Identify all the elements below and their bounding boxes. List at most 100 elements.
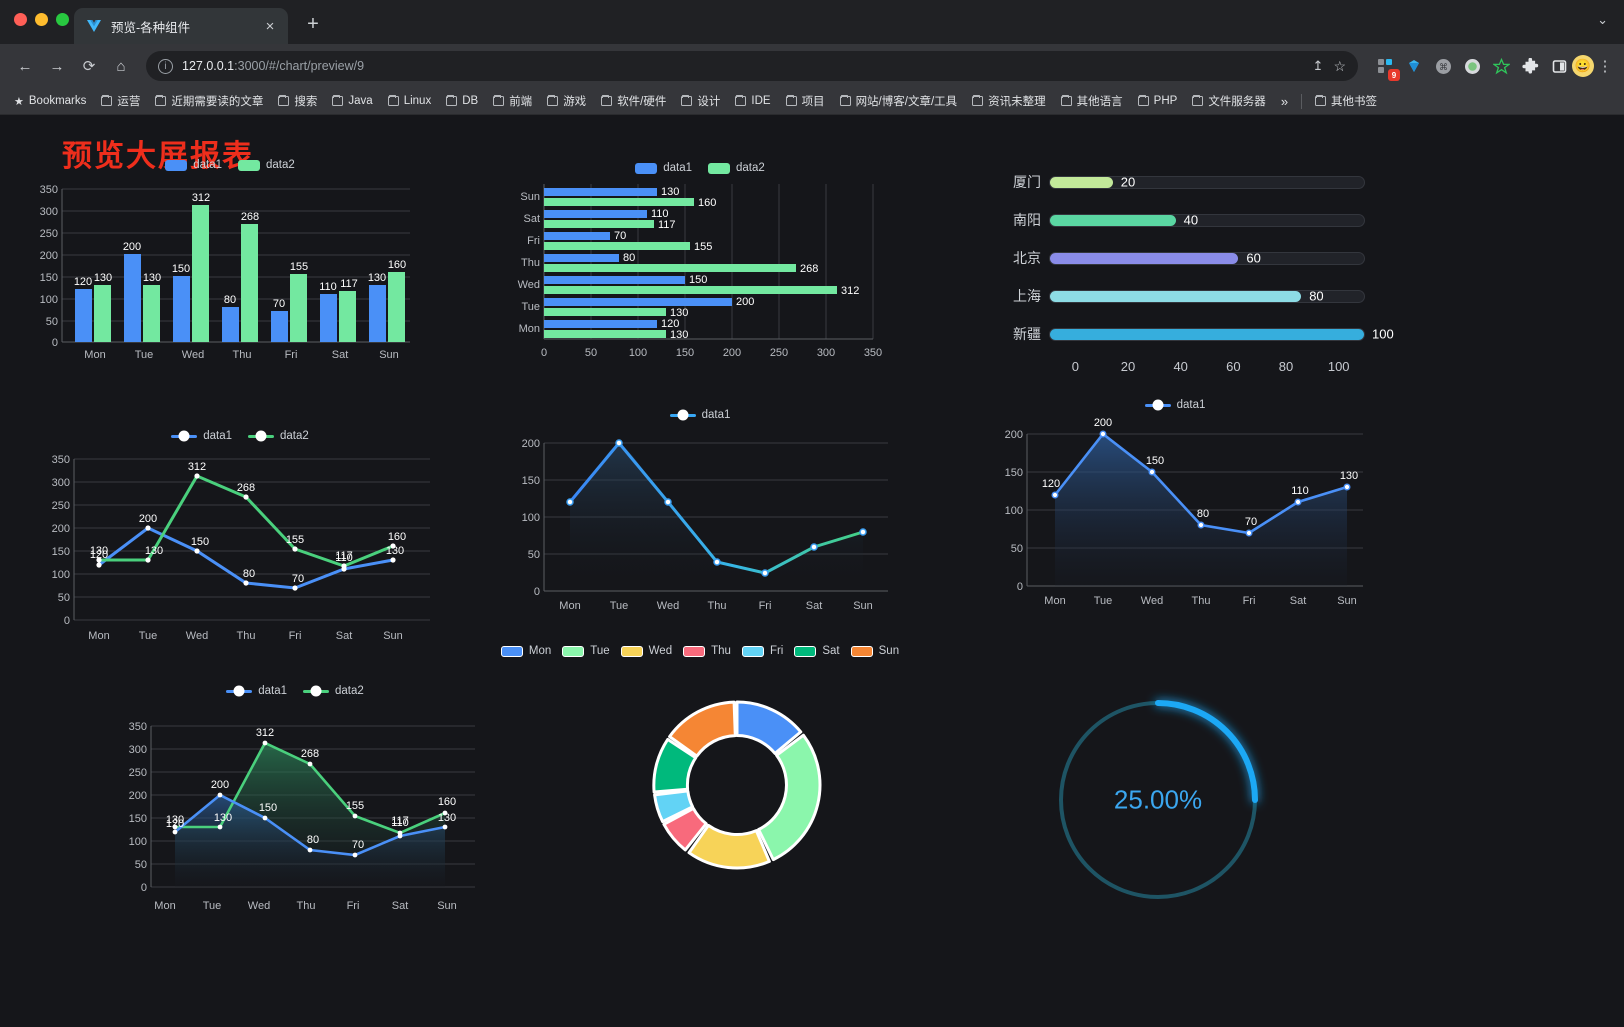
browser-menu-icon[interactable]: ⋮ <box>1597 58 1613 75</box>
bookmark-folder-7[interactable]: 前端 <box>487 91 538 111</box>
diamond-icon[interactable] <box>1403 55 1425 77</box>
pie-slice-sat[interactable] <box>652 737 698 794</box>
legend-swatch <box>741 645 764 657</box>
svg-text:150: 150 <box>1005 467 1023 479</box>
folder-icon <box>1060 94 1072 106</box>
chevron-down-icon[interactable]: ⌄ <box>1597 12 1608 27</box>
bookmark-folder-1[interactable]: 运营 <box>95 91 146 111</box>
puzzle-icon[interactable] <box>1519 55 1541 77</box>
legend-item-data2[interactable]: data2 <box>238 159 295 171</box>
legend-item-data1[interactable]: data1 <box>165 159 222 171</box>
legend-swatch <box>500 645 523 657</box>
svg-text:Fri: Fri <box>527 235 540 247</box>
series-points[interactable] <box>172 740 448 858</box>
bookmark-item-bookmarks[interactable]: ★ Bookmarks <box>8 93 92 110</box>
command-icon[interactable]: ⌘ <box>1432 55 1454 77</box>
legend-item-fri[interactable]: Fri <box>741 645 783 657</box>
sidepanel-icon[interactable] <box>1548 55 1570 77</box>
axis-tick: 80 <box>1278 359 1294 374</box>
legend-item-data1[interactable]: data1 <box>635 162 692 174</box>
bookmark-folder-17[interactable]: 文件服务器 <box>1186 91 1272 111</box>
circle-icon[interactable] <box>1461 55 1483 77</box>
legend-item-thu[interactable]: Thu <box>683 645 731 657</box>
folder-icon <box>446 94 458 106</box>
legend-item-data2[interactable]: data2 <box>303 685 364 697</box>
other-bookmarks-folder[interactable]: 其他书签 <box>1309 91 1383 111</box>
series-points[interactable] <box>1051 430 1351 537</box>
bookmark-folder-13[interactable]: 网站/博客/文章/工具 <box>834 91 964 111</box>
legend-swatch <box>708 162 730 174</box>
legend-item-data1[interactable]: data1 <box>1144 399 1205 411</box>
bars[interactable] <box>75 205 405 342</box>
svg-text:150: 150 <box>522 475 540 487</box>
close-window-button[interactable] <box>14 13 27 26</box>
bookmark-folder-16[interactable]: PHP <box>1132 93 1184 109</box>
browser-tab[interactable]: 预览-各种组件 × <box>74 8 288 44</box>
bookmark-folder-4[interactable]: Java <box>326 93 378 109</box>
axis-tick: 40 <box>1173 359 1188 374</box>
donut-plot[interactable] <box>500 657 900 902</box>
bookmark-folder-15[interactable]: 其他语言 <box>1055 91 1129 111</box>
bookmark-folder-8[interactable]: 游戏 <box>541 91 592 111</box>
legend-item-tue[interactable]: Tue <box>562 645 610 657</box>
legend-item-data2[interactable]: data2 <box>708 162 765 174</box>
maximize-window-button[interactable] <box>56 13 69 26</box>
bookmark-folder-5[interactable]: Linux <box>382 93 438 109</box>
bookmark-folder-3[interactable]: 搜索 <box>272 91 323 111</box>
svg-text:300: 300 <box>40 206 58 218</box>
progress-track[interactable]: 60 <box>1049 251 1365 266</box>
window-controls[interactable] <box>14 13 69 26</box>
star-outline-icon[interactable] <box>1490 55 1512 77</box>
extensions-puzzle-grid-icon[interactable]: 9 <box>1374 55 1400 81</box>
pie-slice-tue[interactable] <box>757 733 822 862</box>
pie-slice-thu[interactable] <box>662 806 708 852</box>
bookmarks-bar: ★ Bookmarks 运营 近期需要读的文章 搜索 Java Linux DB… <box>0 88 1624 115</box>
minimize-window-button[interactable] <box>35 13 48 26</box>
progress-track[interactable]: 80 <box>1049 289 1365 304</box>
home-button[interactable]: ⌂ <box>116 57 126 75</box>
legend-label: data2 <box>280 430 309 442</box>
pie-slice-wed[interactable] <box>687 823 771 870</box>
profile-avatar[interactable]: 😀 <box>1572 55 1594 77</box>
legend-item-mon[interactable]: Mon <box>500 645 551 657</box>
legend-item-data1[interactable]: data1 <box>226 685 287 697</box>
forward-button[interactable]: → <box>49 57 65 75</box>
share-icon[interactable]: ↥ <box>1312 58 1324 73</box>
progress-track[interactable]: 100 <box>1049 327 1394 342</box>
close-tab-button[interactable]: × <box>265 17 275 35</box>
bookmark-folder-14[interactable]: 资讯未整理 <box>966 91 1052 111</box>
series-points[interactable] <box>566 439 867 577</box>
new-tab-button[interactable]: + <box>307 12 319 35</box>
bookmarks-overflow-button[interactable]: » <box>1280 93 1289 109</box>
legend-item-sat[interactable]: Sat <box>794 645 840 657</box>
legend-item-data1[interactable]: data1 <box>171 430 232 442</box>
legend-item-data1[interactable]: data1 <box>669 409 730 421</box>
series-lines[interactable] <box>96 473 396 591</box>
bookmark-folder-12[interactable]: 项目 <box>780 91 831 111</box>
reload-button[interactable]: ⟳ <box>82 58 96 75</box>
bookmark-folder-9[interactable]: 软件/硬件 <box>595 91 672 111</box>
bookmark-folder-2[interactable]: 近期需要读的文章 <box>149 91 269 111</box>
progress-track[interactable]: 20 <box>1049 175 1365 190</box>
site-info-icon[interactable]: i <box>158 58 173 74</box>
bars[interactable] <box>544 188 837 338</box>
legend-item-wed[interactable]: Wed <box>620 645 672 657</box>
address-bar[interactable]: i 127.0.0.1:3000/#/chart/preview/9 ↥ ☆ <box>146 51 1358 81</box>
back-button[interactable]: ← <box>17 57 33 75</box>
svg-text:150: 150 <box>40 272 58 284</box>
legend-item-sun[interactable]: Sun <box>850 645 899 657</box>
svg-text:120: 120 <box>166 818 184 830</box>
pie-slice-sun[interactable] <box>668 700 737 758</box>
legend-item-data2[interactable]: data2 <box>248 430 309 442</box>
pie-slice-mon[interactable] <box>735 700 803 755</box>
pie-slice-fri[interactable] <box>653 789 695 824</box>
progress-track[interactable]: 40 <box>1049 213 1365 228</box>
svg-text:0: 0 <box>534 586 540 598</box>
progress-fill <box>1050 290 1302 302</box>
chart-legend: data1 data2 <box>500 162 900 174</box>
bookmark-star-icon[interactable]: ☆ <box>1333 57 1346 74</box>
bookmark-folder-11[interactable]: IDE <box>729 93 776 109</box>
bookmark-folder-10[interactable]: 设计 <box>675 91 726 111</box>
bookmark-folder-6[interactable]: DB <box>440 93 484 109</box>
svg-text:150: 150 <box>172 263 190 275</box>
